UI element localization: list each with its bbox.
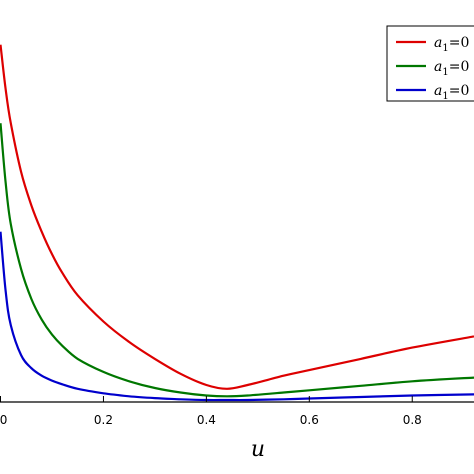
legend-label-1: a1=0 <box>434 35 469 54</box>
x-tick-label: 0.2 <box>94 413 113 427</box>
series-line-2 <box>0 123 474 398</box>
legend-box <box>386 25 474 102</box>
series-line-1 <box>0 44 474 390</box>
legend-label-2: a1=0 <box>434 59 469 78</box>
x-axis-title: u <box>251 437 265 462</box>
legend: a1=0 a1=0 a1=0 <box>386 25 474 102</box>
x-tick-label: 0.8 <box>403 413 422 427</box>
x-tick-label: 0.4 <box>197 413 216 427</box>
x-tick-label: 0.6 <box>300 413 319 427</box>
x-tick-layer: 0 0.2 0.4 0.6 0.8 <box>0 396 422 427</box>
series-layer <box>0 44 474 402</box>
series-line-3 <box>0 231 474 402</box>
x-tick-label: 0 <box>0 413 7 427</box>
legend-label-3: a1=0 <box>434 83 469 102</box>
